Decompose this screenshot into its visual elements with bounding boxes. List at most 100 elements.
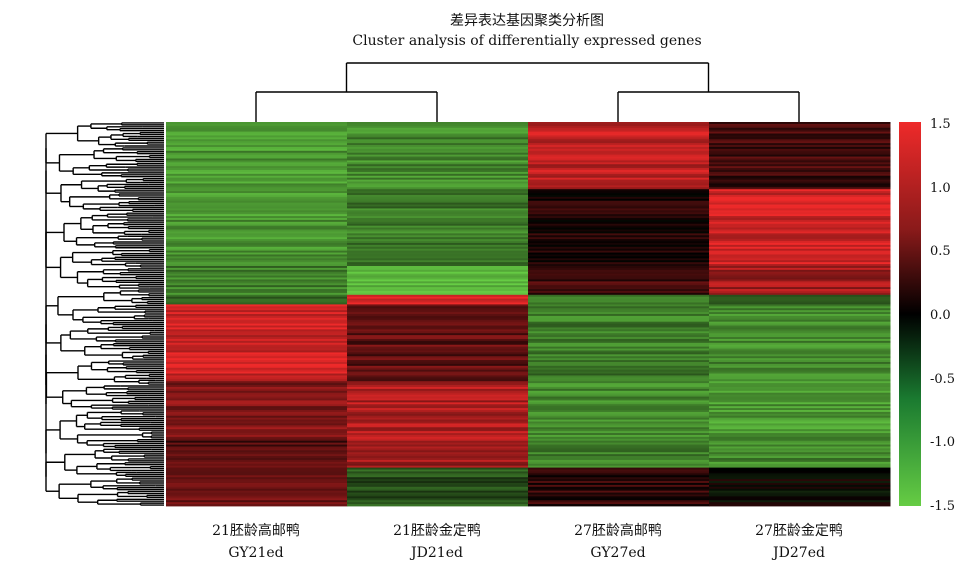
heatmap-cell [528,402,710,405]
heatmap-cell [709,408,891,411]
heatmap-cell [709,442,891,445]
heatmap-cell [528,292,710,296]
heatmap-cell [528,450,710,453]
heatmap-cell [709,248,891,252]
heatmap-cell [166,360,348,363]
heatmap-cell [166,139,348,142]
heatmap-cell [347,431,529,434]
heatmap-cell [347,433,529,436]
heatmap-cell [709,415,891,419]
heatmap-cell [166,294,348,298]
heatmap-cell [347,194,529,198]
heatmap-cell [166,385,348,388]
heatmap-cell [347,281,529,284]
heatmap-cell [528,363,710,367]
heatmap-cell [709,436,891,440]
heatmap-cell [347,223,529,227]
heatmap-cell [528,150,710,154]
heatmap-cell [709,446,891,449]
heatmap-cell [709,208,891,211]
heatmap-cell [528,319,710,323]
heatmap-cell [347,175,529,179]
heatmap-cell [166,481,348,484]
heatmap-cell [709,141,891,144]
heatmap-cell [709,273,891,276]
heatmap-cell [166,133,348,136]
heatmap-cell [347,248,529,252]
heatmap-cell [166,325,348,328]
heatmap-cell [709,465,891,468]
heatmap-cell [347,181,529,184]
heatmap-cell [528,452,710,455]
heatmap-cell [166,302,348,305]
heatmap-cell [528,352,710,355]
heatmap-cell [709,145,891,148]
heatmap-cell [347,319,529,323]
heatmap-cell [166,500,348,503]
heatmap-cell [166,354,348,357]
heatmap-cell [166,367,348,371]
heatmap-cell [528,164,710,167]
heatmap-cell [709,129,891,132]
column-label-gy27ed: 27胚龄高邮鸭 GY27ed [528,520,708,564]
heatmap-cell [347,189,529,192]
heatmap-cell [709,323,891,326]
heatmap-cell [347,329,529,332]
heatmap-cell [166,214,348,217]
heatmap-cell [528,131,710,134]
heatmap-cell [347,377,529,380]
heatmap-cell [709,168,891,171]
heatmap-cell [528,248,710,252]
heatmap-cell [166,342,348,346]
heatmap-cell [166,317,348,321]
heatmap-cell [347,467,529,470]
heatmap-cell [528,350,710,353]
heatmap-cell [166,458,348,461]
heatmap-cell [347,398,529,401]
heatmap-cell [528,398,710,401]
heatmap-cell [528,314,710,317]
scale-tick-label: 0.5 [930,244,951,259]
heatmap-cell [347,250,529,253]
heatmap-cell [709,494,891,497]
heatmap-cell [347,285,529,288]
heatmap-cell [347,204,529,207]
scale-tick-label: 1.5 [930,117,951,132]
heatmap-cell [347,214,529,217]
heatmap-cell [166,304,348,307]
heatmap-cell [528,436,710,440]
heatmap-cell [166,431,348,434]
heatmap-cell [166,433,348,436]
heatmap-cell [709,371,891,374]
heatmap-cell [347,327,529,330]
heatmap-cell [709,241,891,244]
column-label-zh: 21胚龄高邮鸭 [212,523,300,539]
heatmap-cell [347,484,529,488]
heatmap-cell [709,477,891,480]
heatmap-cell [347,440,529,444]
heatmap-cell [528,433,710,436]
heatmap-cell [166,494,348,497]
heatmap-cell [166,127,348,131]
heatmap-cell [528,490,710,493]
heatmap-cell [166,442,348,445]
heatmap-cell [528,285,710,288]
heatmap-cell [528,338,710,342]
heatmap-cell [347,400,529,403]
column-dendrogram [255,62,800,122]
heatmap-cell [709,434,891,438]
heatmap-cell [347,479,529,482]
heatmap-cell [347,482,529,486]
heatmap-cell [347,317,529,321]
heatmap-cell [347,275,529,278]
heatmap-cell [528,156,710,159]
heatmap-cell [709,365,891,369]
heatmap-cell [166,375,348,378]
heatmap-cell [528,308,710,311]
heatmap-cell [347,498,529,501]
heatmap-cell [347,312,529,315]
heatmap-cell [709,413,891,417]
heatmap-cell [166,266,348,269]
heatmap-cell [166,436,348,440]
heatmap-cell [347,410,529,413]
